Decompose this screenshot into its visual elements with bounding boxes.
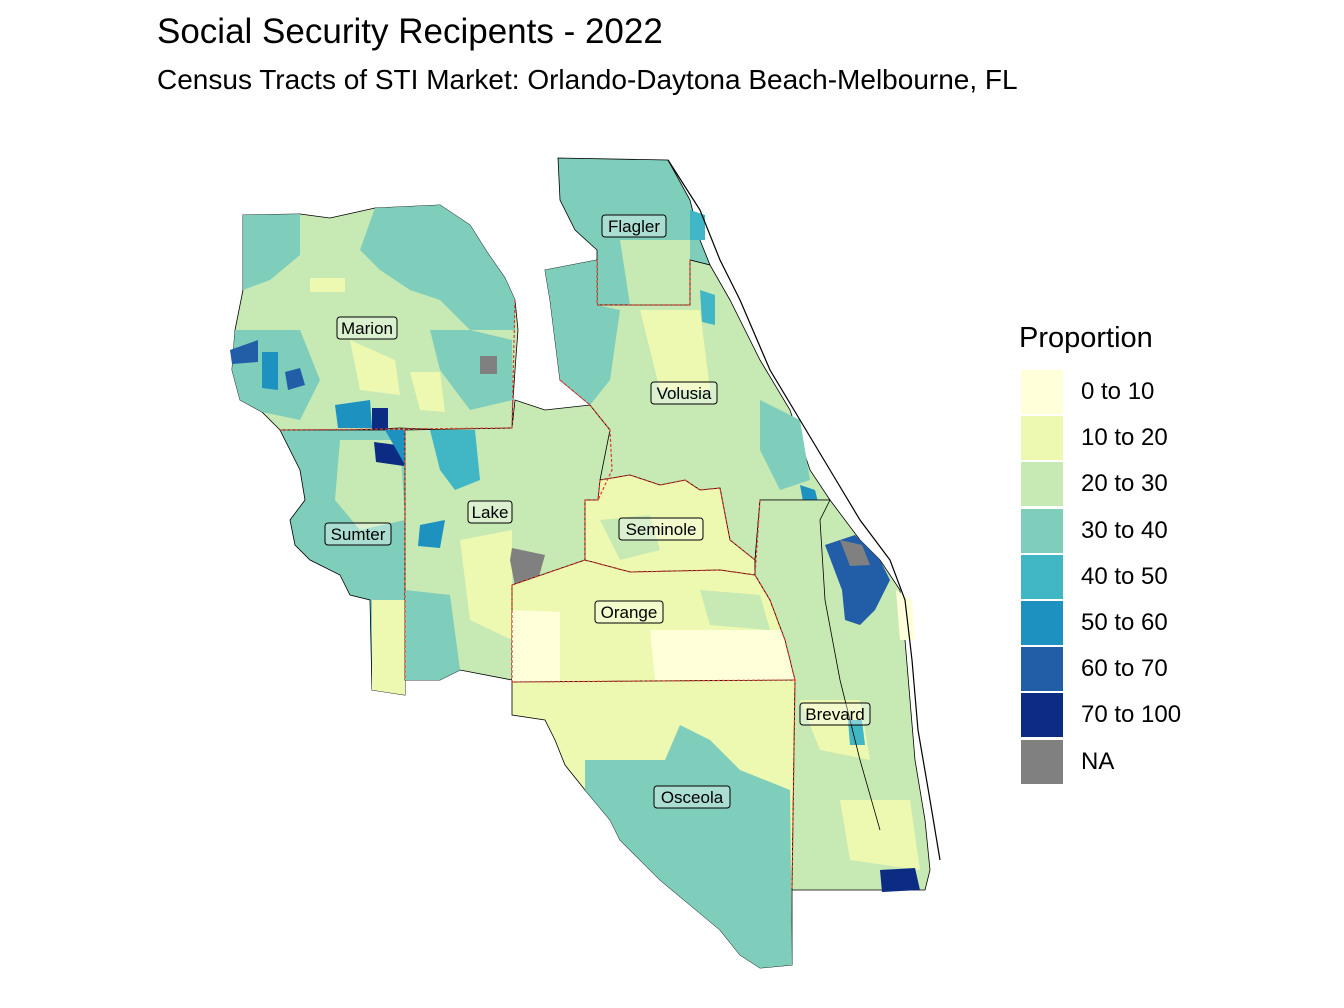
legend-item: 50 to 60 (1019, 600, 1168, 647)
legend-item: NA (1019, 739, 1153, 786)
svg-text:Flagler: Flagler (608, 217, 660, 236)
tract (700, 590, 770, 630)
county-label-sumter: Sumter (324, 522, 392, 546)
legend: Proportion 0 to 10 10 to 20 20 to 30 30 to … (1019, 318, 1181, 786)
legend-items: 0 to 10 10 to 20 20 to 30 30 to 40 40 to 50 5… (1019, 370, 1181, 786)
svg-text:Sumter: Sumter (331, 525, 386, 544)
tract (262, 352, 278, 390)
legend-item: 40 to 50 (1019, 554, 1168, 601)
svg-text:Osceola: Osceola (661, 788, 724, 807)
svg-text:Seminole: Seminole (626, 520, 697, 539)
legend-label: 30 to 40 (1081, 516, 1168, 544)
tract (760, 400, 810, 490)
tract (310, 278, 345, 292)
tract (700, 290, 715, 325)
tract (350, 340, 400, 395)
tract (418, 520, 445, 548)
tract (430, 430, 480, 490)
legend-color-swatch (1021, 693, 1063, 738)
tract (620, 240, 690, 305)
tract (640, 310, 710, 390)
map-subtitle: Census Tracts of STI Market: Orlando-Day… (157, 64, 1018, 95)
legend-item: 70 to 100 (1019, 693, 1181, 739)
legend-label: NA (1081, 747, 1115, 775)
svg-text:Lake: Lake (472, 503, 509, 522)
coastline (667, 159, 941, 861)
county-label-lake: Lake (467, 500, 513, 524)
legend-color-swatch (1021, 739, 1063, 784)
county-label-seminole: Seminole (618, 517, 704, 541)
svg-text:Volusia: Volusia (657, 384, 712, 403)
svg-text:Brevard: Brevard (805, 705, 865, 724)
tract (460, 530, 512, 640)
svg-text:Orange: Orange (601, 603, 658, 622)
tract (372, 408, 388, 430)
legend-item: 10 to 20 (1019, 416, 1168, 462)
tract (512, 610, 560, 682)
legend-item: 0 to 10 (1019, 370, 1155, 416)
legend-color-swatch (1021, 600, 1063, 645)
tract (335, 400, 372, 428)
tract (600, 515, 660, 560)
svg-text:Marion: Marion (341, 319, 393, 338)
tract (825, 535, 890, 625)
legend-item: 20 to 30 (1019, 462, 1168, 508)
county-borders (279, 260, 796, 891)
tract (690, 210, 705, 240)
legend-color-swatch (1021, 370, 1063, 414)
county-label-flagler: Flagler (601, 214, 667, 238)
tract (372, 600, 405, 695)
legend-label: 60 to 70 (1081, 655, 1168, 683)
legend-color-swatch (1021, 554, 1063, 599)
map-title: Social Security Recipents - 2022 (157, 12, 663, 51)
legend-label: 50 to 60 (1081, 608, 1168, 636)
coastline (819, 499, 881, 831)
tract (405, 590, 460, 680)
tract (880, 868, 920, 892)
tract (230, 340, 258, 364)
tract (243, 214, 300, 290)
legend-color-swatch (1021, 462, 1063, 507)
choropleth-map: Flagler Marion Volusia Lake Seminole Sum… (230, 157, 941, 969)
legend-item: 60 to 70 (1019, 647, 1168, 693)
legend-color-swatch (1021, 416, 1063, 461)
legend-color-swatch (1021, 647, 1063, 692)
tract (360, 205, 515, 330)
tract (840, 800, 920, 870)
tract (285, 368, 305, 390)
legend-label: 0 to 10 (1081, 378, 1155, 405)
legend-item: 30 to 40 (1019, 508, 1168, 555)
legend-title: Proportion (1019, 322, 1153, 354)
tract (896, 590, 915, 640)
legend-label: 20 to 30 (1081, 470, 1168, 498)
tract (545, 260, 620, 405)
tract (430, 330, 513, 410)
tract (650, 630, 795, 680)
legend-label: 10 to 20 (1081, 424, 1168, 452)
county-label-orange: Orange (594, 600, 664, 624)
tract (585, 725, 792, 968)
legend-color-swatch (1021, 508, 1063, 553)
legend-label: 40 to 50 (1081, 562, 1168, 590)
county-label-marion: Marion (336, 316, 398, 340)
tract (410, 372, 445, 412)
county-label-brevard: Brevard (799, 702, 871, 726)
county-label-osceola: Osceola (653, 785, 731, 809)
tract (848, 720, 865, 745)
legend-label: 70 to 100 (1081, 701, 1182, 729)
tract (480, 356, 497, 374)
tract (840, 540, 870, 566)
county-label-volusia: Volusia (650, 381, 718, 405)
